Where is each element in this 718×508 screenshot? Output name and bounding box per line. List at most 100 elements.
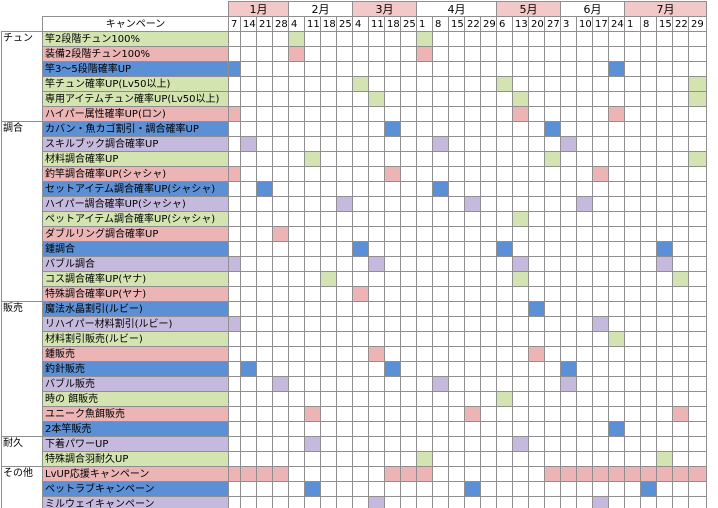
schedule-cell[interactable]: [304, 226, 321, 242]
schedule-cell[interactable]: [272, 46, 289, 62]
schedule-cell[interactable]: [624, 481, 642, 497]
schedule-cell[interactable]: [368, 436, 385, 452]
schedule-cell[interactable]: [384, 61, 401, 77]
schedule-cell[interactable]: [240, 496, 257, 508]
schedule-cell[interactable]: [672, 421, 690, 437]
schedule-cell[interactable]: [448, 481, 465, 497]
schedule-cell[interactable]: [656, 166, 674, 182]
schedule-cell[interactable]: [560, 46, 578, 62]
schedule-cell[interactable]: [336, 46, 353, 62]
schedule-cell[interactable]: [672, 106, 690, 122]
schedule-cell[interactable]: [448, 91, 465, 107]
schedule-cell[interactable]: [368, 286, 385, 302]
schedule-cell[interactable]: [400, 151, 417, 167]
schedule-cell[interactable]: [384, 181, 401, 197]
schedule-cell[interactable]: [228, 436, 241, 452]
schedule-cell[interactable]: [656, 316, 674, 332]
schedule-cell[interactable]: [256, 226, 273, 242]
schedule-cell[interactable]: [320, 136, 337, 152]
schedule-cell[interactable]: [528, 256, 546, 272]
schedule-cell[interactable]: [640, 151, 658, 167]
schedule-cell[interactable]: [496, 421, 514, 437]
schedule-cell[interactable]: [560, 241, 578, 257]
schedule-cell[interactable]: [640, 346, 658, 362]
schedule-cell[interactable]: [512, 31, 530, 47]
schedule-cell[interactable]: [400, 451, 417, 467]
schedule-cell[interactable]: [288, 211, 305, 227]
schedule-cell[interactable]: [528, 196, 546, 212]
campaign-label[interactable]: 竿チュン確率UP(Lv50以上): [42, 76, 229, 92]
schedule-cell[interactable]: [608, 181, 626, 197]
schedule-cell[interactable]: [448, 166, 465, 182]
schedule-cell[interactable]: [496, 121, 514, 137]
schedule-cell[interactable]: [512, 361, 530, 377]
schedule-cell[interactable]: [448, 31, 465, 47]
schedule-cell[interactable]: [336, 391, 353, 407]
schedule-cell[interactable]: [320, 301, 337, 317]
schedule-cell[interactable]: [528, 151, 546, 167]
schedule-cell[interactable]: [640, 106, 658, 122]
schedule-cell[interactable]: [416, 436, 433, 452]
schedule-cell[interactable]: [672, 376, 690, 392]
schedule-cell[interactable]: [560, 286, 578, 302]
schedule-cell[interactable]: [400, 241, 417, 257]
schedule-cell-active[interactable]: [416, 451, 433, 467]
schedule-cell[interactable]: [464, 286, 481, 302]
schedule-cell[interactable]: [672, 136, 690, 152]
schedule-cell[interactable]: [336, 451, 353, 467]
schedule-cell[interactable]: [288, 151, 305, 167]
schedule-cell[interactable]: [336, 346, 353, 362]
schedule-cell[interactable]: [640, 316, 658, 332]
schedule-cell[interactable]: [592, 61, 610, 77]
schedule-cell[interactable]: [576, 316, 594, 332]
schedule-cell[interactable]: [272, 316, 289, 332]
campaign-label[interactable]: 竿3～5段階確率UP: [42, 61, 229, 77]
schedule-cell[interactable]: [479, 151, 498, 167]
schedule-cell[interactable]: [448, 376, 465, 392]
schedule-cell[interactable]: [432, 466, 449, 482]
schedule-cell[interactable]: [240, 151, 257, 167]
schedule-cell[interactable]: [624, 106, 642, 122]
schedule-cell[interactable]: [416, 151, 433, 167]
schedule-cell[interactable]: [288, 451, 305, 467]
schedule-cell[interactable]: [416, 481, 433, 497]
schedule-cell[interactable]: [416, 226, 433, 242]
schedule-cell[interactable]: [544, 271, 562, 287]
schedule-cell[interactable]: [576, 286, 594, 302]
schedule-cell[interactable]: [320, 391, 337, 407]
schedule-cell[interactable]: [544, 301, 562, 317]
schedule-cell[interactable]: [304, 271, 321, 287]
schedule-cell-active[interactable]: [352, 76, 369, 92]
schedule-cell[interactable]: [228, 211, 241, 227]
schedule-cell-active[interactable]: [240, 361, 257, 377]
schedule-cell[interactable]: [432, 151, 449, 167]
schedule-cell[interactable]: [336, 301, 353, 317]
schedule-cell[interactable]: [544, 46, 562, 62]
schedule-cell[interactable]: [384, 376, 401, 392]
schedule-cell[interactable]: [576, 181, 594, 197]
schedule-cell[interactable]: [368, 151, 385, 167]
schedule-cell[interactable]: [512, 286, 530, 302]
schedule-cell[interactable]: [448, 181, 465, 197]
schedule-cell[interactable]: [608, 76, 626, 92]
schedule-cell[interactable]: [464, 211, 481, 227]
schedule-cell[interactable]: [656, 76, 674, 92]
schedule-cell[interactable]: [544, 136, 562, 152]
schedule-cell[interactable]: [304, 211, 321, 227]
schedule-cell[interactable]: [448, 346, 465, 362]
schedule-cell[interactable]: [592, 76, 610, 92]
schedule-cell[interactable]: [288, 496, 305, 508]
schedule-cell[interactable]: [384, 436, 401, 452]
schedule-cell[interactable]: [368, 376, 385, 392]
schedule-cell[interactable]: [240, 166, 257, 182]
schedule-cell-active[interactable]: [672, 466, 690, 482]
schedule-cell[interactable]: [672, 46, 690, 62]
schedule-cell[interactable]: [496, 331, 514, 347]
schedule-cell[interactable]: [384, 346, 401, 362]
schedule-cell[interactable]: [384, 331, 401, 347]
schedule-cell[interactable]: [496, 31, 514, 47]
schedule-cell[interactable]: [272, 361, 289, 377]
schedule-cell-active[interactable]: [304, 151, 321, 167]
schedule-cell[interactable]: [416, 61, 433, 77]
schedule-cell[interactable]: [576, 421, 594, 437]
